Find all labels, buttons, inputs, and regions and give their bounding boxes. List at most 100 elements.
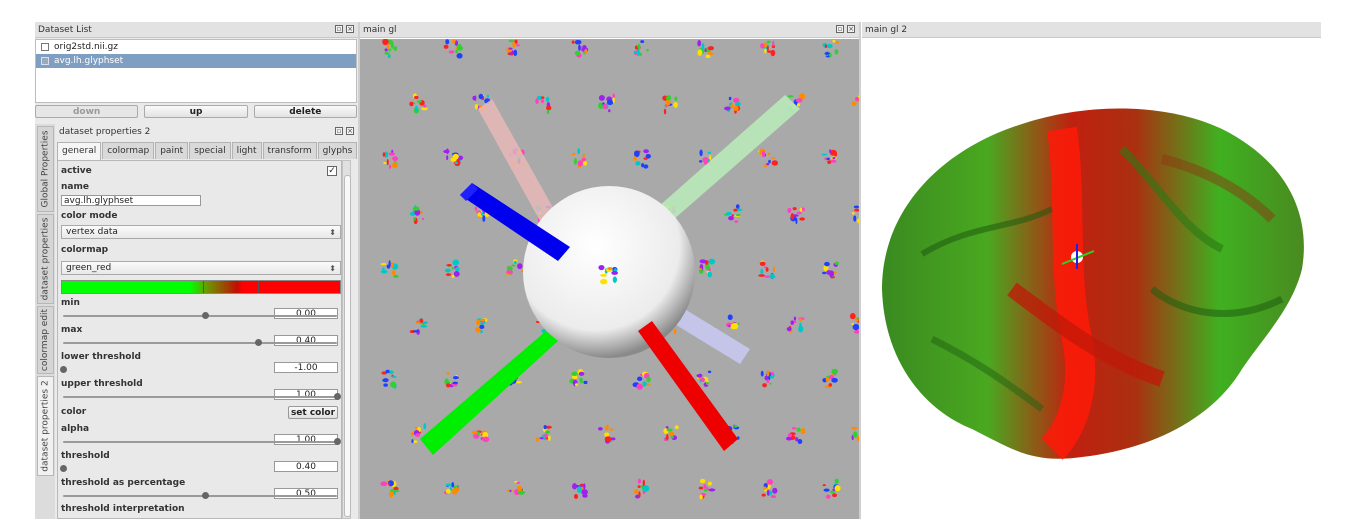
threshold-percentage-value[interactable]: 0.50 [274,488,338,499]
max-value[interactable]: 0.40 [274,335,338,346]
glyph-blob [388,152,396,156]
glyph-blob [574,50,581,56]
slider-handle[interactable] [60,366,67,373]
glyph-blob [832,156,836,160]
tab-general[interactable]: general [57,142,102,160]
glyph-blob [449,486,452,491]
slider-handle[interactable] [60,465,67,472]
visibility-checkbox[interactable] [41,43,49,51]
alpha-slider[interactable] [63,438,341,445]
main-gl-2-viewport[interactable] [862,39,1321,519]
tab-transform[interactable]: transform [262,142,317,159]
glyph-blob [581,489,588,496]
glyph-blob [446,383,451,388]
glyph-blob [666,428,673,432]
dataset-item[interactable]: orig2std.nii.gz [36,40,356,54]
glyph-blob [391,269,396,276]
glyph-blob [759,261,766,266]
glyph-blob [800,427,806,435]
float-icon[interactable]: ▫ [335,127,343,135]
tab-paint[interactable]: paint [155,142,189,159]
glyph-blob [636,383,644,390]
glyph-blob [637,376,643,382]
glyph-blob [604,432,610,437]
dataset-item-selected[interactable]: avg.lh.glyphset [36,54,356,68]
glyph-blob [419,318,424,323]
slider-handle[interactable] [334,438,341,445]
tab-colormap[interactable]: colormap [102,142,155,159]
max-slider[interactable] [63,339,337,346]
glyph-blob [832,493,837,498]
upper-threshold-value[interactable]: 1.00 [274,389,338,400]
glyph-blob [707,46,715,51]
glyph-blob [481,211,484,216]
slider-handle[interactable] [202,492,210,499]
glyph-blob [508,39,514,43]
alpha-value[interactable]: 1.00 [274,434,338,445]
close-icon[interactable]: × [346,25,354,33]
slider-handle[interactable] [254,339,262,346]
float-icon[interactable]: ▫ [836,25,844,33]
tab-glyphs[interactable]: glyphs [317,142,358,159]
main-gl-titlebar: main gl ▫ × [360,22,859,38]
tab-global-properties[interactable]: Global Properties [37,126,54,212]
float-icon[interactable]: ▫ [335,25,343,33]
glyph-blob [536,95,542,100]
glyph-blob [766,45,769,51]
glyph-blob [572,483,578,490]
main-gl-viewport[interactable] [360,39,859,519]
active-checkbox[interactable]: ✓ [327,166,337,176]
glyph-blob [791,427,797,430]
glyph-blob [857,218,859,224]
axis-y-neg [420,331,558,455]
glyph-blob [545,96,550,103]
glyph-blob [393,491,396,495]
lower-threshold-value[interactable]: -1.00 [274,362,338,373]
close-icon[interactable]: × [847,25,855,33]
tab-special[interactable]: special [189,142,231,159]
splitter[interactable] [859,22,861,519]
glyph-blob [825,494,831,499]
tab-light[interactable]: light [231,142,262,159]
glyph-blob [380,262,387,266]
threshold-value[interactable]: 0.40 [274,461,338,472]
down-button[interactable]: down [35,105,139,118]
tab-colormap-edit[interactable]: colormap edit [37,306,54,374]
tab-dataset-properties[interactable]: dataset properties [37,214,54,304]
up-button[interactable]: up [144,105,248,118]
lower-threshold-slider[interactable] [60,366,337,373]
main-gl-2-titlebar: main gl 2 ▫× [862,22,1355,38]
property-scrollbar[interactable] [342,160,351,519]
glyph-blob [828,270,834,278]
glyph-blob [637,43,641,50]
glyph-blob [643,164,649,169]
visibility-checkbox[interactable] [41,57,49,65]
set-color-button[interactable]: set color [288,406,338,419]
threshold-slider[interactable] [60,465,337,472]
glyph-blob [733,425,738,428]
delete-button[interactable]: delete [253,105,357,118]
splitter[interactable] [358,22,360,519]
glyph-blob [474,206,478,211]
name-field[interactable]: avg.lh.glyphset [61,195,201,206]
glyph-blob [663,108,667,115]
glyph-blob [674,425,679,430]
colormap-select[interactable]: green_red ⬍ [61,261,341,275]
upper-threshold-slider[interactable] [63,393,341,400]
glyph-blob [733,97,740,103]
scrollbar-thumb[interactable] [344,175,351,517]
min-slider[interactable] [63,312,337,319]
threshold-percentage-slider[interactable] [63,492,337,499]
tab-dataset-properties-2[interactable]: dataset properties 2 [37,376,54,476]
color-mode-select[interactable]: vertex data ⬍ [61,225,341,239]
glyph-blob [571,152,576,156]
slider-handle[interactable] [334,393,341,400]
threshold-interpretation-label: threshold interpretation [61,504,185,514]
close-icon[interactable]: × [346,127,354,135]
glyph-blob [608,109,611,113]
min-value[interactable]: 0.00 [274,308,338,319]
slider-handle[interactable] [202,312,210,319]
glyph-blob [829,490,836,494]
glyph-blob [510,53,514,56]
glyph-blob [829,52,832,58]
